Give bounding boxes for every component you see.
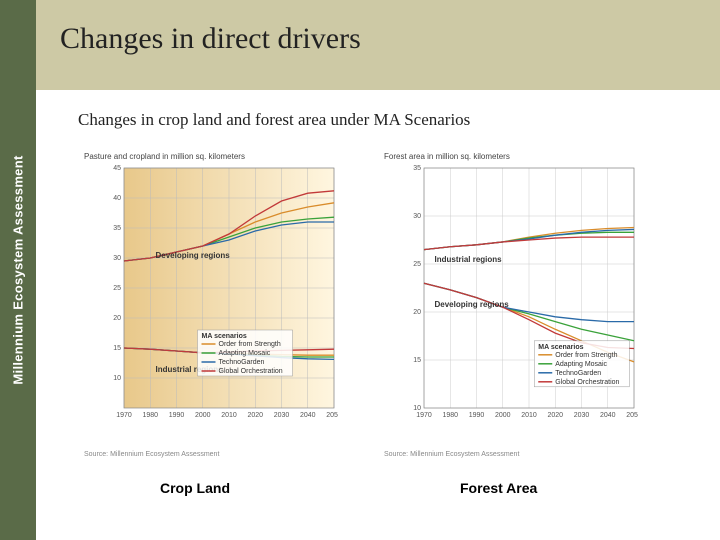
svg-text:30: 30 bbox=[113, 255, 121, 262]
svg-text:35: 35 bbox=[413, 165, 421, 172]
svg-text:25: 25 bbox=[413, 261, 421, 268]
svg-text:20: 20 bbox=[413, 309, 421, 316]
svg-text:1990: 1990 bbox=[169, 412, 185, 419]
charts-row: Pasture and cropland in million sq. kilo… bbox=[78, 150, 690, 460]
crop-chart-plot: 10 15 20 25 30 35 40 45 1970 1980 1990 2000 2010 2020… bbox=[106, 164, 338, 424]
svg-text:2010: 2010 bbox=[521, 412, 537, 419]
svg-text:2030: 2030 bbox=[274, 412, 290, 419]
svg-text:15: 15 bbox=[413, 357, 421, 364]
svg-text:Global Orchestration: Global Orchestration bbox=[219, 368, 283, 375]
svg-text:Adapting Mosaic: Adapting Mosaic bbox=[555, 361, 607, 368]
page-title: Changes in direct drivers bbox=[60, 22, 361, 56]
svg-text:2020: 2020 bbox=[247, 412, 263, 419]
svg-text:TechnoGarden: TechnoGarden bbox=[555, 370, 601, 377]
crop-chart-source: Source: Millennium Ecosystem Assessment bbox=[84, 451, 219, 458]
svg-text:Global Orchestration: Global Orchestration bbox=[555, 379, 619, 386]
svg-text:Industrial regions: Industrial regions bbox=[435, 255, 503, 264]
forest-chart-plot: 10 15 20 25 30 35 1970 1980 1990 2000 2010 2020 2030… bbox=[406, 164, 638, 424]
svg-text:Developing regions: Developing regions bbox=[156, 251, 231, 260]
svg-text:Adapting Mosaic: Adapting Mosaic bbox=[219, 350, 271, 357]
svg-text:25: 25 bbox=[113, 285, 121, 292]
svg-text:TechnoGarden: TechnoGarden bbox=[219, 359, 265, 366]
svg-text:2020: 2020 bbox=[547, 412, 563, 419]
svg-text:45: 45 bbox=[113, 165, 121, 172]
svg-text:20: 20 bbox=[113, 315, 121, 322]
forest-chart: Forest area in million sq. kilometers 10… bbox=[378, 150, 648, 460]
svg-text:2040: 2040 bbox=[300, 412, 316, 419]
svg-text:Developing regions: Developing regions bbox=[435, 300, 510, 309]
page-subtitle: Changes in crop land and forest area und… bbox=[78, 110, 470, 130]
forest-chart-ylabel: Forest area in million sq. kilometers bbox=[384, 152, 510, 161]
svg-text:1970: 1970 bbox=[416, 412, 432, 419]
svg-text:30: 30 bbox=[413, 213, 421, 220]
svg-text:1970: 1970 bbox=[116, 412, 132, 419]
svg-text:2050: 2050 bbox=[626, 412, 638, 419]
svg-text:1980: 1980 bbox=[442, 412, 458, 419]
crop-caption: Crop Land bbox=[160, 480, 230, 496]
svg-text:2040: 2040 bbox=[600, 412, 616, 419]
svg-text:2010: 2010 bbox=[221, 412, 237, 419]
svg-text:15: 15 bbox=[113, 345, 121, 352]
crop-chart-ylabel: Pasture and cropland in million sq. kilo… bbox=[84, 152, 245, 161]
svg-text:Order from Strength: Order from Strength bbox=[555, 352, 617, 359]
svg-text:2050: 2050 bbox=[326, 412, 338, 419]
svg-text:35: 35 bbox=[113, 225, 121, 232]
svg-text:MA scenarios: MA scenarios bbox=[202, 333, 247, 340]
svg-text:10: 10 bbox=[413, 405, 421, 412]
forest-caption: Forest Area bbox=[460, 480, 537, 496]
svg-text:2000: 2000 bbox=[195, 412, 211, 419]
svg-text:1990: 1990 bbox=[469, 412, 485, 419]
svg-text:40: 40 bbox=[113, 195, 121, 202]
svg-text:10: 10 bbox=[113, 375, 121, 382]
svg-text:MA scenarios: MA scenarios bbox=[538, 344, 583, 351]
svg-text:1980: 1980 bbox=[142, 412, 158, 419]
sidebar-label: Millennium Ecosystem Assessment bbox=[11, 155, 26, 384]
svg-text:Order from Strength: Order from Strength bbox=[219, 341, 281, 348]
crop-chart: Pasture and cropland in million sq. kilo… bbox=[78, 150, 348, 460]
svg-text:2000: 2000 bbox=[495, 412, 511, 419]
forest-chart-source: Source: Millennium Ecosystem Assessment bbox=[384, 451, 519, 458]
svg-text:2030: 2030 bbox=[574, 412, 590, 419]
